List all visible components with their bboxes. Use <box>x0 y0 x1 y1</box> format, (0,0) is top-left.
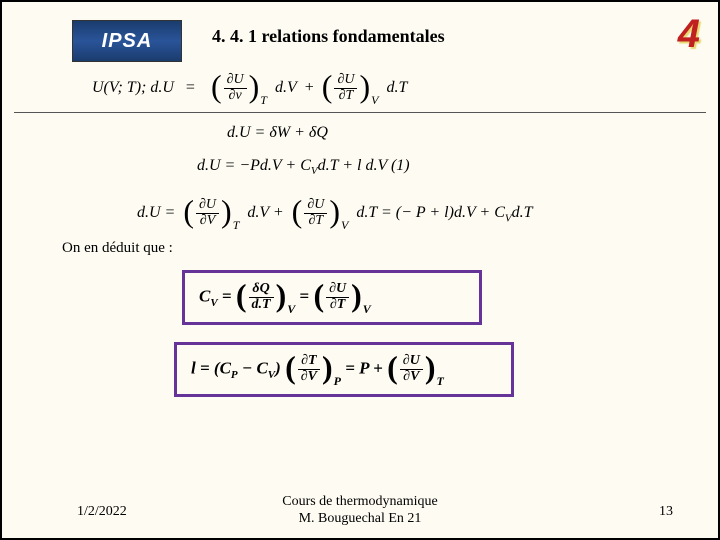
eq1-pd2-den: ∂T <box>334 89 357 104</box>
b1-f1n: δQ <box>249 282 274 298</box>
eq1-sub2: V <box>371 93 378 107</box>
eq3-tail: d.T + l d.V (1) <box>318 157 410 174</box>
equation-2: d.U = δW + δQ <box>227 124 328 142</box>
result-box-2: l = (CP − CV) ∂T∂VP = P + ∂U∂VT <box>174 342 514 397</box>
footer-center: Cours de thermodynamique M. Bouguechal E… <box>2 494 718 528</box>
b1-f2n: ∂U <box>326 282 349 298</box>
b1-mid: = <box>300 286 314 305</box>
b2-m1: − C <box>238 358 268 377</box>
eq1-pd1-den: ∂v <box>224 89 247 104</box>
eq1-lhs: U(V; T); d.U <box>92 79 174 96</box>
horizontal-rule <box>14 112 706 113</box>
equation-3: d.U = −Pd.V + CVd.T + l d.V (1) <box>197 157 410 177</box>
eq4-pd2d: ∂T <box>304 214 327 229</box>
b1-p2: ∂U∂T <box>313 279 361 316</box>
b2-m2: ) <box>275 358 281 377</box>
eq4-tail: d.T <box>512 204 533 221</box>
b2-cp: P <box>231 369 238 381</box>
b1-s2: V <box>363 302 371 316</box>
slide-number-badge: 4 <box>678 12 700 57</box>
eq4-paren1: ∂U∂V <box>183 195 231 232</box>
ipsa-logo: IPSA <box>72 20 182 62</box>
slide-container: IPSA 4. 4. 1 relations fondamentales 4 U… <box>0 0 720 540</box>
eq1-paren1: ∂U∂v <box>211 70 259 107</box>
box1-eq: CV = δQd.TV = ∂U∂TV <box>199 279 465 316</box>
eq4-s2: V <box>341 218 348 232</box>
eq4-pd1d: ∂V <box>196 214 219 229</box>
result-box-1: CV = δQd.TV = ∂U∂TV <box>182 270 482 325</box>
eq1-sub1: T <box>260 93 267 107</box>
eq1-equals: = <box>186 79 195 96</box>
eq3-pre: d.U = −Pd.V + C <box>197 157 311 174</box>
eq1-paren2: ∂U∂T <box>322 70 370 107</box>
eq3-cvsub: V <box>311 165 318 177</box>
section-title: 4. 4. 1 relations fondamentales <box>212 26 445 47</box>
b1-f2d: ∂T <box>326 298 349 313</box>
b2-f2n: ∂U <box>400 354 423 370</box>
b1-p1: δQd.T <box>236 279 286 316</box>
eq4-a1: d.V + <box>247 204 283 221</box>
eq4-cv: V <box>505 212 512 224</box>
logo-text: IPSA <box>102 30 153 53</box>
eq1-pd1-num: ∂U <box>224 73 247 89</box>
b2-f1n: ∂T <box>298 354 320 370</box>
b2-s2: T <box>436 374 443 388</box>
b2-pre: l = (C <box>191 358 231 377</box>
footer-page-number: 13 <box>659 504 673 520</box>
eq4-paren2: ∂U∂T <box>292 195 340 232</box>
b2-f1d: ∂V <box>298 370 320 385</box>
equation-4: d.U = ∂U∂VT d.V + ∂U∂TV d.T = (− P + l)d… <box>137 195 533 232</box>
eq1-after2: d.T <box>386 79 407 96</box>
b1-eq: = <box>218 286 236 305</box>
b1-f1d: d.T <box>249 298 274 313</box>
b2-p2: ∂U∂V <box>387 351 435 388</box>
footer-line1: Cours de thermodynamique <box>282 494 438 509</box>
b1-cvsub: V <box>210 297 217 309</box>
equation-1: U(V; T); d.U = ∂U∂vT d.V + ∂U∂TV d.T <box>92 70 407 107</box>
eq4-pre: d.U = <box>137 204 175 221</box>
b1-cv: C <box>199 286 210 305</box>
eq4-pd1n: ∂U <box>196 198 219 214</box>
eq1-pd2-num: ∂U <box>334 73 357 89</box>
b2-s1: P <box>334 374 341 388</box>
b2-f2d: ∂V <box>400 370 423 385</box>
eq4-a2: d.T = (− P + l)d.V + C <box>356 204 505 221</box>
footer-line2: M. Bouguechal En 21 <box>299 511 422 526</box>
eq4-pd2n: ∂U <box>304 198 327 214</box>
b2-eqs: = P + <box>345 358 387 377</box>
b2-p1: ∂T∂V <box>285 351 333 388</box>
eq1-after1: d.V <box>275 79 297 96</box>
box2-eq: l = (CP − CV) ∂T∂VP = P + ∂U∂VT <box>191 351 497 388</box>
b1-s1: V <box>287 302 295 316</box>
eq4-s1: T <box>233 218 240 232</box>
deduction-text: On en déduit que : <box>62 240 173 257</box>
eq1-plus: + <box>305 79 314 96</box>
